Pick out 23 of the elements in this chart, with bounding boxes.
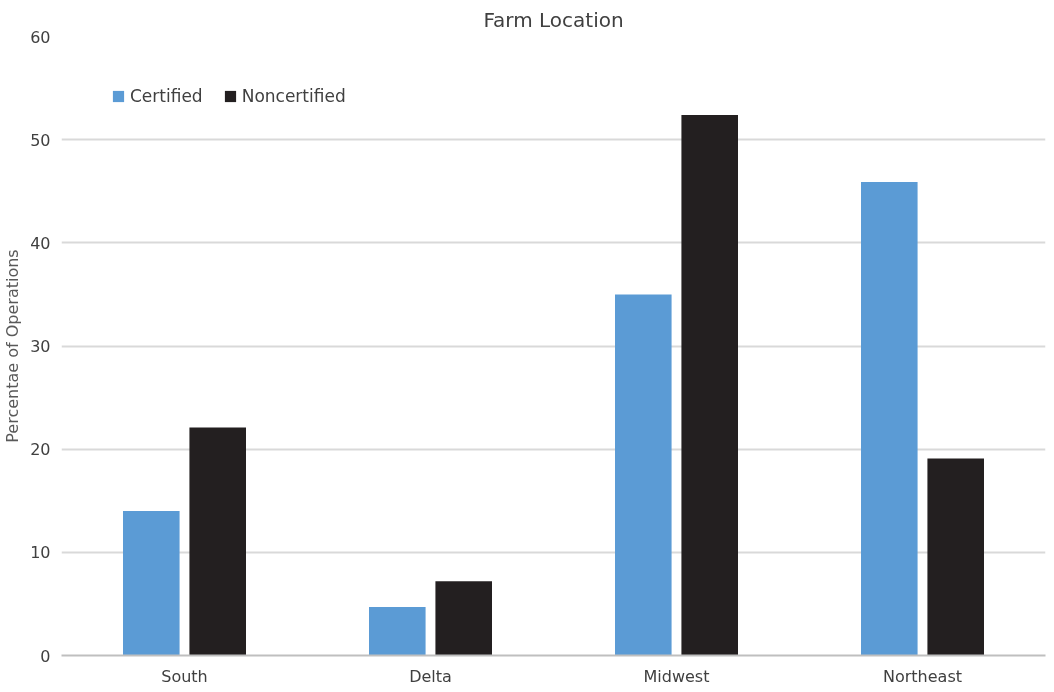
- bar: [123, 511, 180, 656]
- y-tick-label: 60: [30, 27, 51, 47]
- x-tick-label: Northeast: [883, 666, 963, 686]
- y-tick-label: 40: [30, 233, 51, 253]
- x-tick-label: Delta: [409, 666, 452, 686]
- bar: [927, 458, 984, 656]
- legend-label: Certified: [130, 86, 203, 106]
- bar: [189, 427, 246, 656]
- bar: [435, 581, 492, 656]
- x-tick-label: Midwest: [643, 666, 710, 686]
- y-tick-label: 10: [30, 543, 51, 563]
- y-tick-label: 20: [30, 440, 51, 460]
- bar: [861, 181, 918, 656]
- y-tick-label: 30: [30, 337, 51, 356]
- y-tick-label: 0: [40, 646, 51, 666]
- y-axis-title: Percentae of Operations: [3, 249, 23, 443]
- legend-label: Noncertified: [241, 86, 346, 106]
- bar: [681, 114, 738, 656]
- chart-title: Farm Location: [483, 7, 624, 32]
- bar: [369, 607, 426, 656]
- bar: [615, 294, 672, 656]
- y-tick-label: 50: [30, 130, 51, 150]
- x-tick-label: South: [161, 666, 208, 686]
